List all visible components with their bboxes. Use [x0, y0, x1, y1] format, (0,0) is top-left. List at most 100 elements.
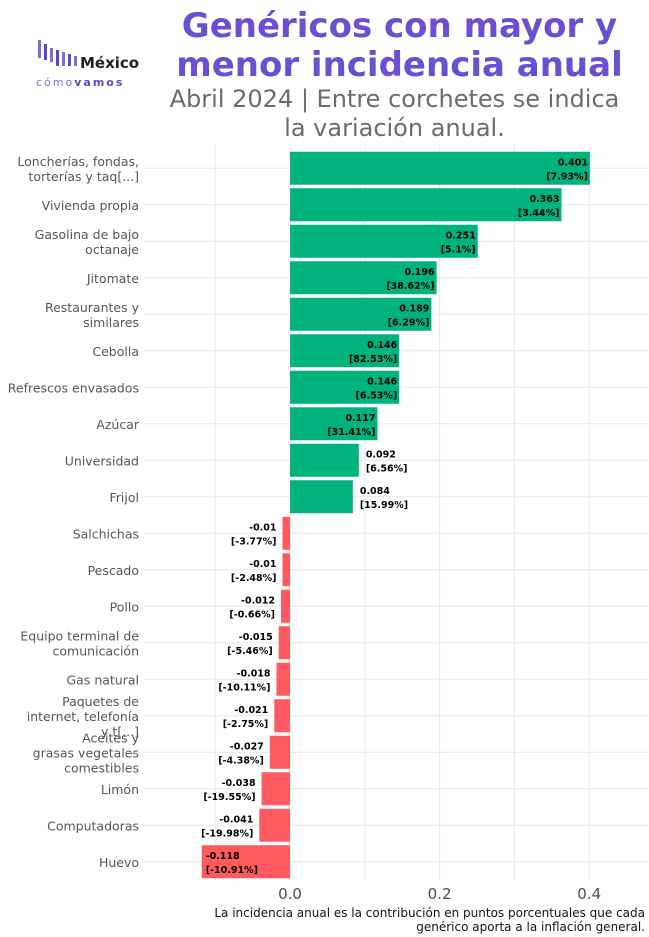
bar [290, 261, 437, 295]
bars [201, 151, 590, 879]
variation-label: [-19.55%] [203, 792, 255, 803]
value-label: 0.117 [345, 413, 375, 424]
logo-sub-light: cómo [36, 76, 75, 89]
category-label: torterías y taq[...] [28, 169, 139, 184]
category-label: Pescado [88, 563, 139, 578]
category-label: Aceites y [82, 730, 139, 745]
caption-line1: La incidencia anual es la contribución e… [214, 906, 645, 920]
variation-label: [-2.75%] [223, 719, 269, 730]
caption: La incidencia anual es la contribución e… [185, 906, 645, 934]
chart-subtitle-line2: la variación anual. [284, 114, 505, 142]
value-label: -0.027 [230, 741, 264, 752]
category-label: octanaje [85, 242, 139, 257]
value-label: 0.189 [399, 303, 429, 314]
variation-label: [-10.11%] [218, 682, 270, 693]
value-label: -0.038 [222, 778, 256, 789]
chart-title-line2: menor incidencia anual [176, 45, 623, 85]
category-label: Limón [101, 782, 139, 797]
variation-label: [-5.46%] [227, 646, 273, 657]
category-label: Salchichas [73, 526, 139, 541]
variation-label: [6.56%] [366, 463, 408, 474]
bar [274, 699, 290, 733]
bar [261, 772, 290, 806]
value-label: -0.015 [239, 632, 273, 643]
variation-label: [-10.91%] [206, 865, 258, 876]
category-label: similares [83, 315, 139, 330]
category-label: grasas vegetales [33, 745, 139, 760]
chart-subtitle-line1: Abril 2024 | Entre corchetes se indica [169, 85, 620, 113]
variation-label: [-0.66%] [229, 609, 275, 620]
value-label: 0.251 [446, 230, 476, 241]
bar [290, 480, 353, 514]
bar [290, 297, 432, 331]
bar [201, 845, 290, 879]
value-label: -0.012 [241, 595, 275, 606]
variation-label: [6.29%] [388, 317, 430, 328]
value-labels: 0.401 [7.93%] 0.363 [3.44%] 0.251 [5.1%] 0.196… [201, 157, 588, 876]
category-label: Frijol [110, 490, 140, 505]
value-label: -0.041 [219, 814, 253, 825]
bar [290, 370, 400, 404]
mexico-como-vamos-logo: México cómovamos [36, 38, 148, 90]
variation-label: [5.1%] [441, 244, 476, 255]
category-label: Vivienda propia [42, 198, 139, 213]
bar [269, 735, 290, 769]
category-label: Azúcar [96, 417, 140, 432]
category-labels: Loncherías, fondas,torterías y taq[...] V… [8, 154, 140, 870]
value-label: 0.146 [367, 340, 397, 351]
category-label: comestibles [64, 760, 139, 775]
category-label: comunicación [53, 643, 139, 658]
variation-label: [-4.38%] [218, 755, 264, 766]
variation-label: [7.93%] [546, 171, 588, 182]
value-label: -0.01 [249, 559, 276, 570]
category-label: Gasolina de bajo [35, 227, 139, 242]
category-label: Huevo [99, 855, 139, 870]
bar-chart: 0.401 [7.93%] 0.363 [3.44%] 0.251 [5.1%] 0.196… [8, 144, 649, 903]
x-axis-ticks: 0.0 0.2 0.4 [278, 885, 601, 903]
bar [282, 516, 290, 550]
value-label: -0.018 [237, 668, 271, 679]
x-tick-label: 0.4 [577, 885, 601, 903]
category-label: Cebolla [92, 344, 139, 359]
category-label: internet, telefonía [27, 709, 139, 724]
variation-label: [31.41%] [327, 427, 375, 438]
category-label: Gas natural [66, 672, 139, 687]
value-label: -0.021 [234, 705, 268, 716]
logo-sub-bold: vamos [74, 76, 125, 89]
bar [290, 188, 562, 222]
bar [278, 626, 290, 660]
value-label: 0.401 [558, 157, 588, 168]
category-label: Pollo [110, 599, 139, 614]
category-label: Refrescos envasados [8, 380, 139, 395]
x-tick-label: 0.0 [278, 885, 302, 903]
variation-label: [3.44%] [518, 208, 560, 219]
category-label: Restaurantes y [45, 300, 140, 315]
variation-label: [15.99%] [360, 500, 408, 511]
category-label: Paquetes de [62, 694, 139, 709]
category-label: y t[...] [101, 724, 139, 739]
bar [259, 808, 290, 842]
caption-line2: genérico aporta a la inflación general. [416, 920, 645, 934]
logo-word: México [80, 54, 140, 72]
category-label: Universidad [65, 453, 139, 468]
variation-label: [-3.77%] [231, 536, 277, 547]
value-label: 0.363 [529, 194, 559, 205]
bar [281, 589, 290, 623]
category-label: Equipo terminal de [20, 628, 139, 643]
value-label: -0.01 [249, 522, 276, 533]
bar [276, 662, 290, 696]
value-label: 0.196 [405, 267, 435, 278]
value-label: 0.146 [367, 376, 397, 387]
variation-label: [-19.98%] [201, 828, 253, 839]
chart-title-line1: Genéricos con mayor y [181, 6, 618, 46]
value-label: 0.084 [360, 486, 390, 497]
logo-subtitle: cómovamos [36, 76, 124, 89]
bar [290, 151, 590, 185]
variation-label: [-2.48%] [231, 573, 277, 584]
bar [290, 443, 359, 477]
bar [290, 224, 478, 258]
category-label: Loncherías, fondas, [17, 154, 139, 169]
value-label: -0.118 [206, 851, 240, 862]
bar [290, 334, 400, 368]
